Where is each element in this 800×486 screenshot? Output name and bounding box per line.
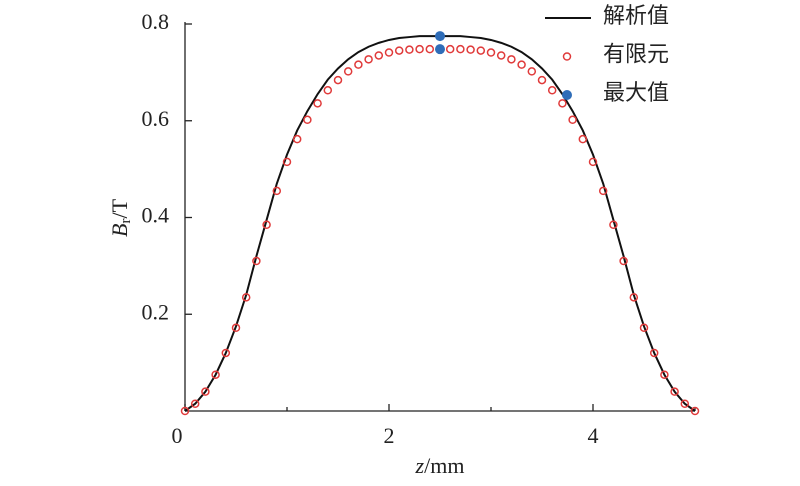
fem-point bbox=[241, 293, 251, 302]
fem-point bbox=[425, 44, 435, 54]
fem-point bbox=[221, 348, 231, 358]
x-label-symbol: z bbox=[415, 453, 425, 478]
fem-point bbox=[343, 67, 353, 76]
fem-point bbox=[354, 60, 363, 69]
fem-point bbox=[517, 60, 526, 69]
fem-point bbox=[649, 348, 659, 358]
fem-point bbox=[690, 406, 700, 416]
fem-point bbox=[486, 48, 496, 57]
y-tick-label: 0.2 bbox=[142, 299, 170, 324]
fem-point bbox=[537, 75, 547, 85]
fem-point bbox=[374, 51, 384, 60]
fem-point bbox=[190, 399, 200, 408]
fem-point bbox=[547, 86, 557, 95]
fem-point bbox=[670, 387, 679, 396]
fem-point bbox=[598, 186, 608, 196]
fem-point bbox=[578, 134, 588, 144]
fem-point bbox=[680, 399, 690, 408]
fem-point bbox=[384, 48, 394, 57]
x-label-unit: /mm bbox=[424, 453, 464, 478]
fem-point bbox=[323, 86, 333, 95]
fem-point bbox=[527, 67, 537, 76]
x-axis-label: z/mm bbox=[415, 453, 465, 478]
fem-point bbox=[639, 323, 649, 333]
fem-point bbox=[231, 323, 241, 333]
fem-point bbox=[507, 55, 516, 64]
fem-point bbox=[394, 46, 404, 55]
max-point bbox=[435, 31, 445, 42]
fem-point bbox=[629, 293, 639, 302]
y-label-subscript: r bbox=[118, 219, 134, 224]
legend-label: 解析值 bbox=[603, 3, 669, 28]
fem-point bbox=[292, 134, 302, 144]
x-tick-label: 4 bbox=[588, 423, 599, 448]
fem-point bbox=[282, 157, 292, 167]
fem-point bbox=[588, 157, 598, 167]
legend-marker bbox=[562, 52, 572, 61]
fem-point bbox=[262, 220, 271, 230]
y-label-symbol: B bbox=[107, 224, 132, 237]
y-label-unit: /T bbox=[107, 198, 132, 218]
fem-point bbox=[405, 45, 414, 54]
fem-point bbox=[252, 256, 261, 266]
fem-point bbox=[272, 186, 282, 196]
y-axis-label: Br/T bbox=[107, 198, 134, 237]
legend-marker bbox=[562, 90, 572, 100]
fem-point bbox=[201, 387, 210, 396]
y-tick-label: 0.8 bbox=[142, 9, 170, 34]
y-tick-label: 0.4 bbox=[142, 203, 170, 228]
legend-label: 最大值 bbox=[603, 80, 669, 105]
max-point bbox=[435, 44, 445, 55]
fem-point bbox=[333, 75, 343, 85]
fem-point bbox=[466, 45, 475, 54]
fem-point bbox=[609, 220, 618, 230]
x-tick-label: 2 bbox=[384, 423, 395, 448]
fem-point bbox=[415, 44, 424, 54]
x-tick-label: 0 bbox=[172, 423, 183, 448]
fem-point bbox=[660, 370, 669, 379]
fem-point bbox=[568, 115, 577, 125]
fem-point bbox=[303, 115, 312, 125]
fem-point bbox=[558, 99, 567, 108]
fem-point bbox=[211, 370, 220, 379]
y-tick-label: 0.6 bbox=[142, 106, 170, 131]
fem-point bbox=[619, 256, 628, 266]
fem-point bbox=[445, 44, 455, 54]
fem-point bbox=[313, 99, 322, 108]
legend-label: 有限元 bbox=[603, 42, 669, 67]
fem-point bbox=[364, 55, 373, 64]
fem-point bbox=[476, 46, 486, 55]
fem-point bbox=[496, 51, 506, 60]
fem-point bbox=[180, 406, 190, 416]
fem-point bbox=[456, 44, 465, 54]
